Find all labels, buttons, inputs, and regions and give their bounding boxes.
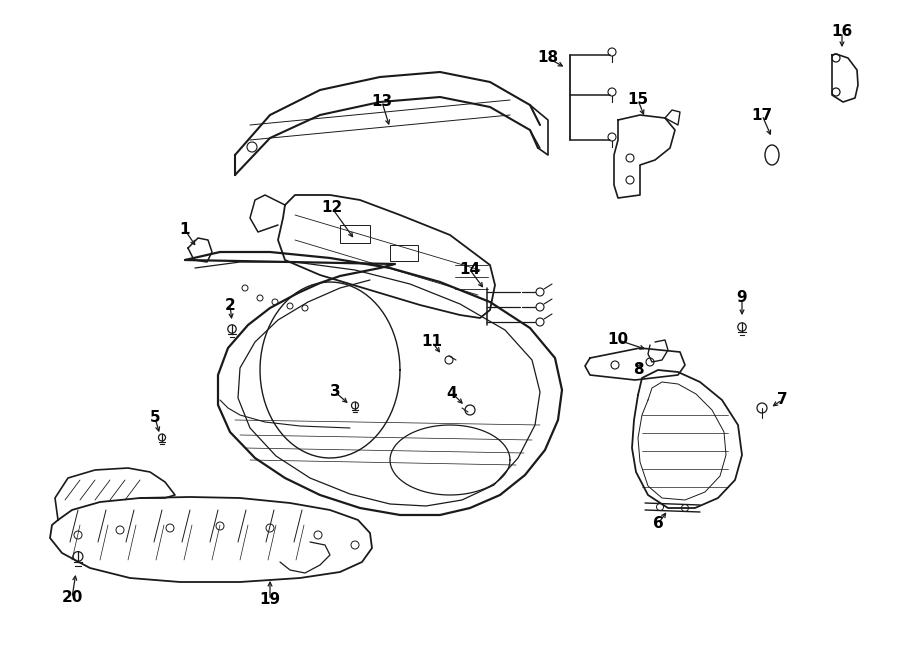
- Text: 7: 7: [777, 393, 788, 407]
- Text: 19: 19: [259, 592, 281, 607]
- Text: 16: 16: [832, 24, 852, 40]
- Bar: [340, 225, 370, 243]
- Text: 4: 4: [446, 385, 457, 401]
- Text: 9: 9: [737, 290, 747, 305]
- Text: 14: 14: [459, 262, 481, 278]
- Text: 1: 1: [180, 223, 190, 237]
- Text: 3: 3: [329, 385, 340, 399]
- Text: 2: 2: [225, 297, 236, 313]
- Text: 12: 12: [321, 200, 343, 215]
- Text: 11: 11: [421, 334, 443, 350]
- Text: 20: 20: [61, 590, 83, 605]
- Bar: [390, 245, 418, 261]
- Text: 15: 15: [627, 93, 649, 108]
- Text: 6: 6: [652, 516, 663, 531]
- Text: 18: 18: [537, 50, 559, 65]
- Text: 8: 8: [633, 362, 643, 377]
- Text: 5: 5: [149, 410, 160, 426]
- Text: 17: 17: [752, 108, 772, 122]
- Text: 13: 13: [372, 95, 392, 110]
- Text: 10: 10: [608, 332, 628, 348]
